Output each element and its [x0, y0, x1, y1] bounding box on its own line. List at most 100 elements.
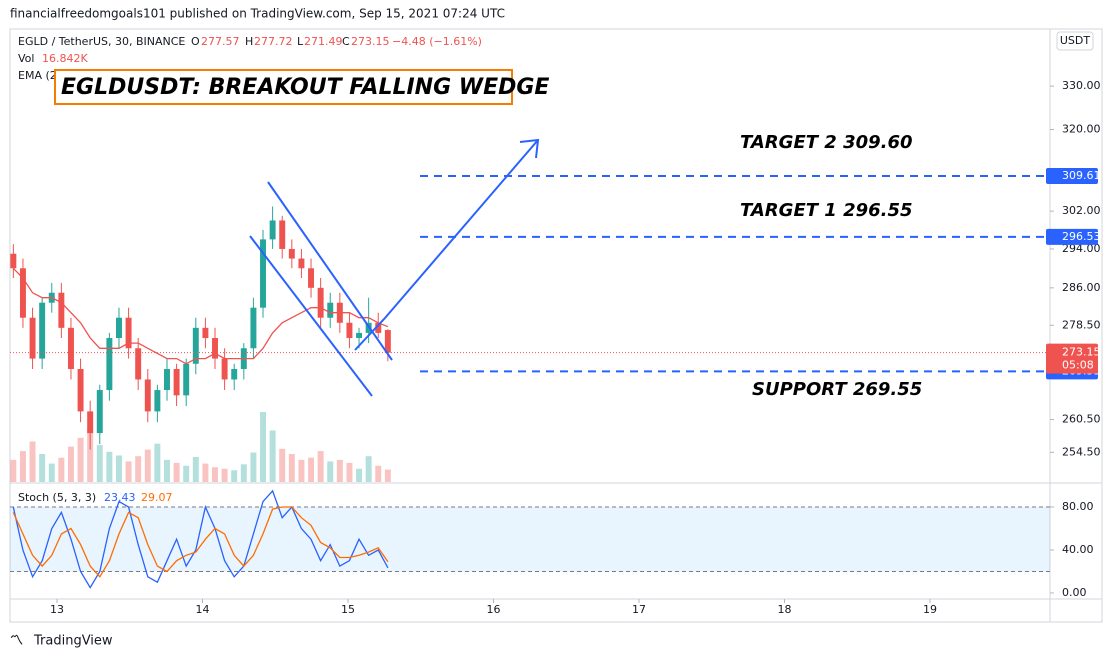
volume-bar [308, 457, 315, 482]
volume-bar [221, 468, 228, 482]
c-value: 273.15 [351, 35, 390, 48]
candle-body [288, 248, 295, 259]
volume-bar [298, 459, 305, 482]
support: SUPPORT 269.55 [752, 379, 922, 400]
volume-bar [279, 448, 286, 482]
volume-bar [173, 462, 180, 482]
candle-body [279, 220, 286, 249]
stoch-d-line [12, 506, 389, 578]
publisher: financialfreedomgoals101 published on Tr… [10, 7, 505, 21]
target-1: TARGET 1 296.55 [740, 200, 913, 221]
candle-body [164, 368, 170, 391]
volume-bar [58, 457, 65, 482]
volume-bar [202, 463, 209, 482]
stoch-y-tick-label: 40.00 [1062, 543, 1094, 556]
stoch-d-value: 29.07 [141, 491, 173, 504]
volume-bar [356, 468, 363, 482]
candle-body [308, 268, 315, 288]
volume-bar [48, 463, 55, 482]
candle-body [87, 411, 94, 434]
volume-bar [10, 459, 17, 482]
volume-bar [346, 462, 353, 482]
level-label: 309.61 [1062, 169, 1101, 182]
y-tick-label: 320.00 [1062, 122, 1101, 135]
volume-bar [164, 459, 170, 482]
h-value: 277.72 [254, 35, 293, 48]
candle-body [10, 253, 17, 269]
l-label: L [297, 35, 304, 48]
candle-body [183, 363, 190, 396]
last-price-label: 273.15 [1062, 346, 1101, 359]
y-tick-label: 294.00 [1062, 242, 1101, 255]
volume-bar [39, 454, 46, 482]
o-label: O [191, 35, 200, 48]
y-tick-label: 260.50 [1062, 412, 1101, 425]
vol-label: Vol [18, 52, 34, 65]
volume-bar [240, 464, 247, 482]
currency[interactable]: USDT [1060, 34, 1091, 47]
candle-body [173, 368, 180, 396]
volume-bar [96, 445, 103, 482]
x-tick-label: 19 [923, 603, 937, 616]
candle-body [269, 220, 276, 240]
volume-bar [231, 470, 238, 482]
volume-bar [106, 451, 113, 482]
candle-body [356, 332, 363, 339]
vol-value: 16.842K [42, 52, 88, 65]
drawings [249, 138, 540, 397]
volume-bar [87, 428, 94, 482]
candle-body [125, 317, 132, 349]
candle-body [29, 317, 36, 359]
volume-bar [183, 465, 190, 482]
volume-bar [375, 465, 382, 482]
arrow-head [519, 138, 540, 159]
candle-body [250, 307, 257, 349]
candle-body [144, 379, 151, 412]
candle-body [135, 348, 142, 380]
x-tick-label: 14 [195, 603, 209, 616]
candle-body [58, 292, 65, 328]
candle-body [317, 287, 324, 318]
candle-body [202, 327, 209, 339]
c-label: C [342, 35, 350, 48]
volume-bar [365, 456, 372, 482]
stoch-band [10, 506, 1050, 572]
candle-body [67, 327, 74, 369]
volume-bar [327, 461, 334, 482]
candle-body [19, 268, 26, 318]
candle-body [384, 330, 391, 353]
volume-bar [77, 437, 84, 482]
volume-bar [269, 430, 276, 482]
currency-button[interactable] [1056, 31, 1094, 51]
volume-bar [192, 456, 199, 482]
change: −4.48 (−1.61%) [392, 35, 482, 48]
candle-body [327, 302, 334, 318]
volume-bar [144, 449, 151, 482]
x-tick-label: 18 [777, 603, 791, 616]
brand-logo: 〽 [10, 634, 23, 649]
target-2: TARGET 2 309.60 [740, 132, 913, 153]
x-tick-label: 13 [50, 603, 64, 616]
x-tick-label: 15 [341, 603, 355, 616]
chart-title: EGLDUSDT: BREAKOUT FALLING WEDGE [61, 75, 549, 100]
y-tick-label: 278.50 [1062, 318, 1101, 331]
stoch-k-value: 23.43 [104, 491, 136, 504]
volume-bar [336, 459, 343, 482]
y-tick-label: 286.00 [1062, 281, 1101, 294]
y-tick-label: 254.50 [1062, 445, 1101, 458]
volume-bar [67, 446, 74, 482]
volume-bar [260, 412, 266, 482]
brand: TradingView [33, 634, 113, 649]
candle-body [375, 322, 382, 333]
candle-body [212, 338, 218, 359]
title-box [54, 69, 513, 105]
volume-bar [29, 441, 36, 482]
breakout-arrow [354, 139, 539, 351]
volume-bar [154, 443, 161, 482]
symbol: EGLD / TetherUS, 30, BINANCE [18, 35, 185, 48]
volume-bar [250, 452, 257, 482]
candle-body [77, 368, 84, 412]
candle-body [106, 338, 113, 391]
level-label-box [1046, 168, 1098, 185]
